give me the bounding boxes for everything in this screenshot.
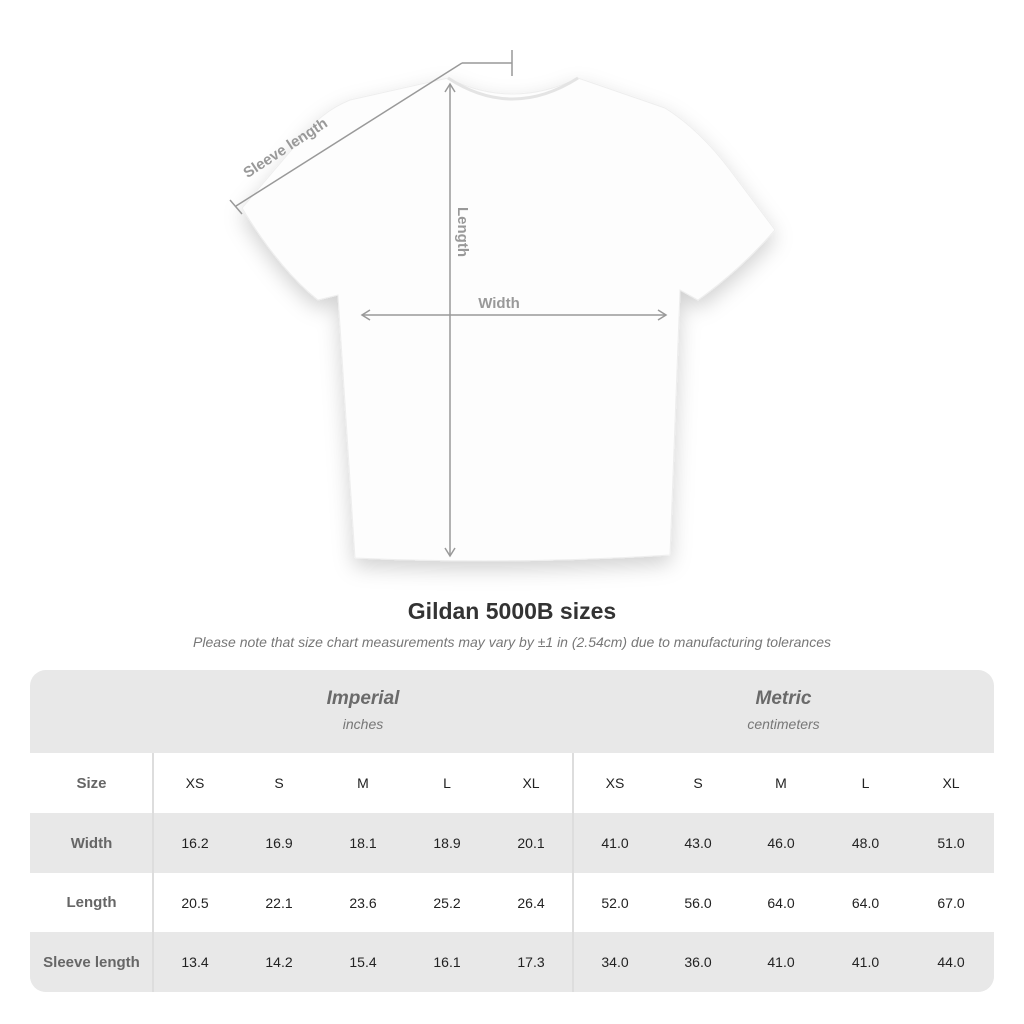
table-cell: 43.0	[684, 835, 712, 851]
table-cell: 20.5	[181, 894, 209, 911]
size-header-row: Size XS S M L XL XS S M L XL	[30, 753, 994, 813]
size-header-cell: S	[274, 775, 284, 791]
imperial-unit: inches	[342, 716, 384, 732]
table-cell: 51.0	[937, 835, 965, 851]
table-cell: 23.6	[349, 894, 377, 911]
size-header-cell: M	[775, 775, 787, 791]
row-label: Sleeve length	[43, 953, 140, 971]
table-cell: 25.2	[433, 894, 461, 911]
size-header-cell: XS	[605, 775, 625, 791]
tolerance-note: Please note that size chart measurements…	[193, 634, 831, 650]
width-label: Width	[478, 295, 520, 312]
table-cell: 18.1	[349, 835, 377, 851]
table-cell: 14.2	[265, 954, 293, 970]
table-row: Width 16.2 16.9 18.1 18.9 20.1 41.0 43.0 46.0 48.…	[30, 813, 994, 873]
size-header-cell: L	[861, 775, 870, 791]
metric-unit: centimeters	[747, 716, 820, 732]
table-cell: 36.0	[684, 954, 712, 970]
size-header-cell: XS	[185, 775, 205, 791]
table-cell: 26.4	[517, 894, 545, 911]
table-cell: 13.4	[181, 954, 209, 970]
tshirt-diagram: Sleeve length Length Width	[229, 50, 776, 562]
table-cell: 20.1	[517, 835, 545, 851]
metric-header: Metric centimeters	[573, 670, 994, 753]
table-cell: 15.4	[349, 954, 377, 970]
row-label: Size	[76, 774, 107, 792]
imperial-label: Imperial	[326, 688, 400, 709]
page-title: Gildan 5000B sizes	[407, 598, 617, 624]
table-row: Length 20.5 22.1 23.6 25.2 26.4 52.0 56.0 64.0 64…	[30, 873, 994, 932]
metric-label: Metric	[755, 688, 812, 709]
table-cell: 48.0	[851, 835, 880, 851]
row-label: Width	[70, 834, 113, 852]
table-cell: 46.0	[767, 835, 795, 851]
table-cell: 67.0	[937, 894, 965, 911]
table-cell: 17.3	[517, 954, 545, 970]
table-cell: 41.0	[851, 954, 880, 970]
table-cell: 16.2	[181, 835, 209, 851]
size-header-cell: XL	[942, 775, 960, 791]
size-header-cell: M	[357, 775, 369, 791]
table-cell: 64.0	[767, 894, 795, 911]
table-cell: 22.1	[265, 894, 293, 911]
tshirt-image	[241, 77, 776, 562]
table-cell: 56.0	[684, 894, 712, 911]
table-cell: 34.0	[601, 954, 629, 970]
size-table: Imperial inches Metric centimeters Size X…	[30, 670, 994, 992]
table-cell: 18.9	[433, 835, 461, 851]
table-cell: 52.0	[601, 894, 629, 911]
table-cell: 41.0	[601, 835, 629, 851]
table-cell: 41.0	[767, 954, 795, 970]
table-cell: 16.9	[265, 835, 293, 851]
table-cell: 16.1	[433, 954, 461, 970]
length-label: Length	[454, 207, 471, 257]
imperial-header: Imperial inches	[153, 670, 573, 753]
size-header-cell: L	[443, 775, 451, 791]
size-header-cell: S	[693, 775, 703, 791]
table-row: Sleeve length 13.4 14.2 15.4 16.1 17.3 34.0 36.…	[30, 932, 994, 992]
table-cell: 64.0	[851, 894, 880, 911]
row-label: Length	[66, 894, 117, 911]
table-cell: 44.0	[937, 954, 965, 970]
size-header-cell: XL	[522, 775, 540, 791]
